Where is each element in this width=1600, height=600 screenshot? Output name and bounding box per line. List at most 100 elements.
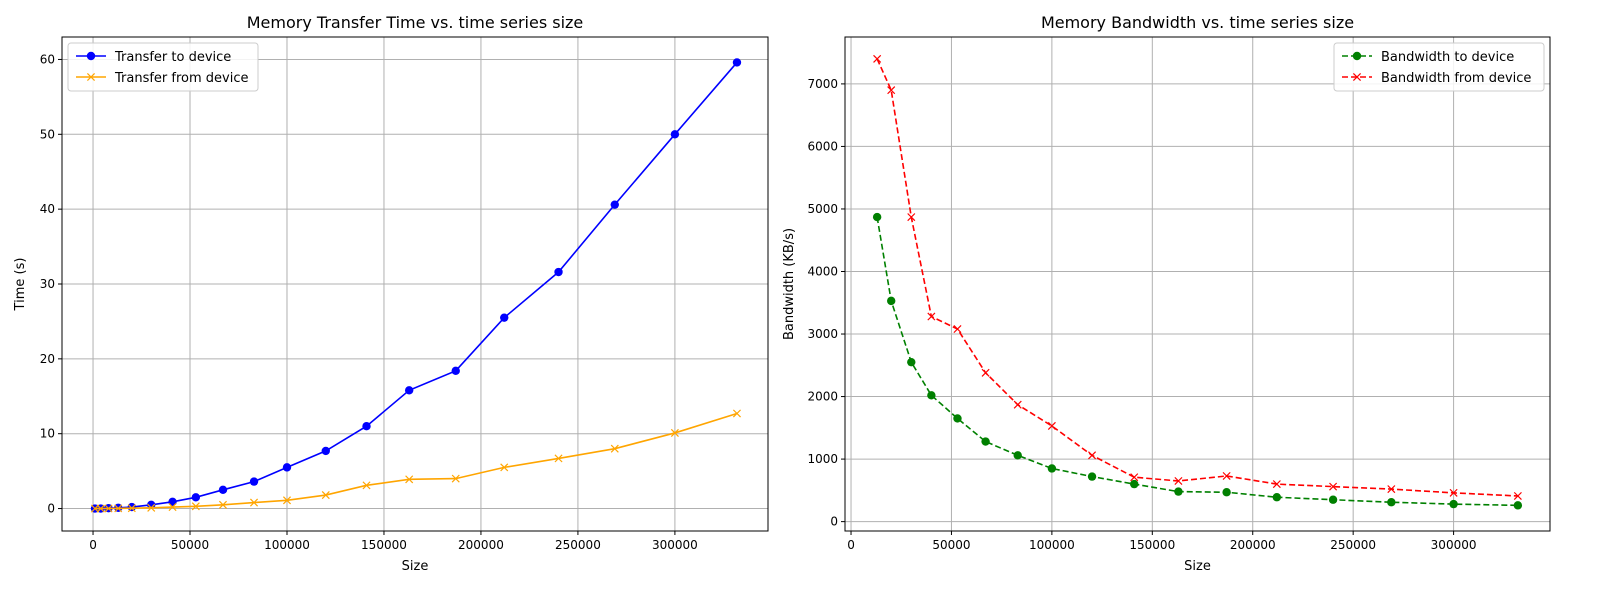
chart2-plot-frame: [844, 36, 1551, 532]
chart1-series-2-point-6: [168, 503, 177, 512]
chart1-legend-label-2: Transfer from device: [114, 71, 249, 86]
chart2-series-1-point-11: [1222, 488, 1231, 497]
chart1-series-2-point-3: [114, 504, 123, 513]
chart2-series-1-point-1: [886, 296, 896, 306]
chart2-series-2-point-7: [1047, 421, 1056, 430]
chart1-series-2-line: [94, 412, 738, 510]
chart1-series-2-point-7: [191, 502, 200, 511]
chart1-series-1-point-15: [500, 313, 509, 322]
chart1-series-1-point-7: [191, 493, 201, 502]
chart2-ytick-label-2: 2000: [807, 390, 838, 404]
chart1-series-2-point-11: [321, 491, 330, 500]
chart2-series-2-point-12: [1272, 480, 1281, 489]
chart2-xtick-label-0: 0: [847, 538, 855, 552]
chart1-series-1-point-9: [249, 477, 259, 486]
chart1-ytick-label-3: 30: [40, 277, 55, 291]
chart1-series-2-point-2: [104, 504, 113, 513]
chart1-xtick-label-2: 100000: [264, 538, 310, 552]
chart1-plot-frame: [61, 36, 769, 532]
chart2-series-2-point-14: [1387, 485, 1396, 494]
chart2-ytick-label-1: 1000: [807, 452, 838, 466]
chart2-series-1-point-13: [1328, 495, 1338, 504]
chart1-xtick-label-4: 200000: [458, 538, 504, 552]
chart1-ylabel: Time (s): [13, 258, 28, 312]
chart2-xtick-label-4: 200000: [1230, 538, 1276, 552]
chart2-xtick-label-3: 150000: [1129, 538, 1175, 552]
chart1-series-1-point-13: [404, 386, 414, 395]
chart2-xtick-label-1: 50000: [932, 538, 970, 552]
chart2-series-1-point-4: [953, 414, 962, 423]
chart1-series-2-point-9: [249, 498, 259, 507]
chart2-series-2-point-1: [887, 86, 896, 95]
chart2-ytick-label-6: 6000: [807, 139, 838, 153]
chart1-xlabel: Size: [402, 559, 429, 574]
chart1-xtick-label-0: 0: [89, 538, 97, 552]
chart1-xtick-label-5: 250000: [555, 538, 601, 552]
chart2-series-1-point-6: [1013, 451, 1022, 460]
chart2-ylabel: Bandwidth (KB/s): [782, 228, 797, 340]
chart1-series-2-point-4: [127, 504, 136, 513]
chart2-series-2-point-5: [981, 368, 990, 377]
chart1-series-2-point-14: [451, 474, 460, 483]
chart2-legend-marker-1: [1352, 51, 1362, 61]
chart2-series-1-point-10: [1174, 487, 1183, 496]
chart2-xtick-label-5: 250000: [1330, 538, 1376, 552]
chart1-series-1-point-17: [610, 200, 619, 209]
chart1-series-2-point-10: [282, 496, 292, 505]
chart1-series-1-point-14: [451, 366, 460, 376]
chart1-series-1-point-16: [554, 267, 563, 277]
chart2-series-2-point-0: [873, 54, 882, 63]
chart1-series-2-point-16: [554, 454, 563, 463]
chart2-series-2-point-8: [1088, 451, 1097, 460]
chart1-legend-label-1: Transfer to device: [114, 50, 231, 65]
chart2-series-2-point-10: [1174, 476, 1183, 485]
chart1-series-2-point-5: [147, 503, 156, 512]
chart1-series-2-point-17: [610, 444, 619, 453]
chart2-series-1-point-0: [872, 212, 882, 222]
chart1-legend-box: [67, 42, 259, 92]
chart2-series-1-point-8: [1087, 472, 1097, 481]
chart1-xtick-label-6: 300000: [652, 538, 698, 552]
chart1-ytick-label-5: 50: [40, 127, 55, 141]
chart1-series-1-point-18: [670, 130, 680, 139]
chart2-series-2-point-11: [1222, 471, 1231, 480]
chart1-series-2-point-19: [732, 409, 741, 418]
chart1-series-2-point-0: [90, 504, 99, 513]
chart2-series-2-point-3: [927, 312, 936, 321]
chart2-series-2-point-2: [907, 213, 916, 222]
chart1-legend-marker-2: [86, 72, 96, 82]
chart2-ytick-label-4: 4000: [807, 264, 838, 278]
chart2-ytick-label-7: 7000: [807, 77, 838, 91]
chart2-xlabel: Size: [1184, 559, 1211, 574]
chart2-ytick-label-3: 3000: [807, 327, 838, 341]
chart2-series-2-line: [876, 58, 1518, 497]
chart2-series-1-point-5: [981, 437, 990, 446]
chart2-series-1-line: [876, 216, 1518, 507]
chart1-ytick-label-0: 0: [47, 502, 55, 516]
chart1-xtick-label-1: 50000: [171, 538, 209, 552]
chart1-series-1-point-8: [218, 485, 228, 495]
chart1-ytick-label-1: 10: [40, 427, 55, 441]
chart1-series-1-point-11: [321, 446, 330, 456]
chart2-ytick-label-0: 0: [830, 515, 838, 529]
chart1-series-1-point-5: [147, 500, 156, 510]
chart2-ytick-label-5: 5000: [807, 202, 838, 216]
chart2-series-1-point-14: [1387, 498, 1396, 507]
chart1-legend-marker-1: [86, 51, 96, 61]
chart2-legend-marker-2: [1352, 72, 1362, 82]
chart1-ytick-label-4: 40: [40, 202, 55, 216]
chart1-series-2-point-15: [500, 463, 509, 472]
chart1-series-2-point-18: [670, 428, 679, 437]
chart2-xtick-label-6: 300000: [1431, 538, 1477, 552]
chart1-series-1-point-4: [127, 502, 137, 512]
chart2-series-2-point-6: [1013, 400, 1022, 409]
chart2-series-1-point-12: [1272, 493, 1282, 502]
chart1-title: Memory Transfer Time vs. time series siz…: [247, 13, 584, 32]
chart1-series-2-point-8: [218, 500, 228, 509]
chart1-xtick-label-3: 150000: [361, 538, 407, 552]
chart1-ytick-label-6: 60: [40, 52, 55, 66]
chart1-series-1-point-10: [282, 463, 292, 472]
chart2-legend-box: [1333, 42, 1545, 92]
chart2-series-2-point-4: [953, 324, 962, 334]
